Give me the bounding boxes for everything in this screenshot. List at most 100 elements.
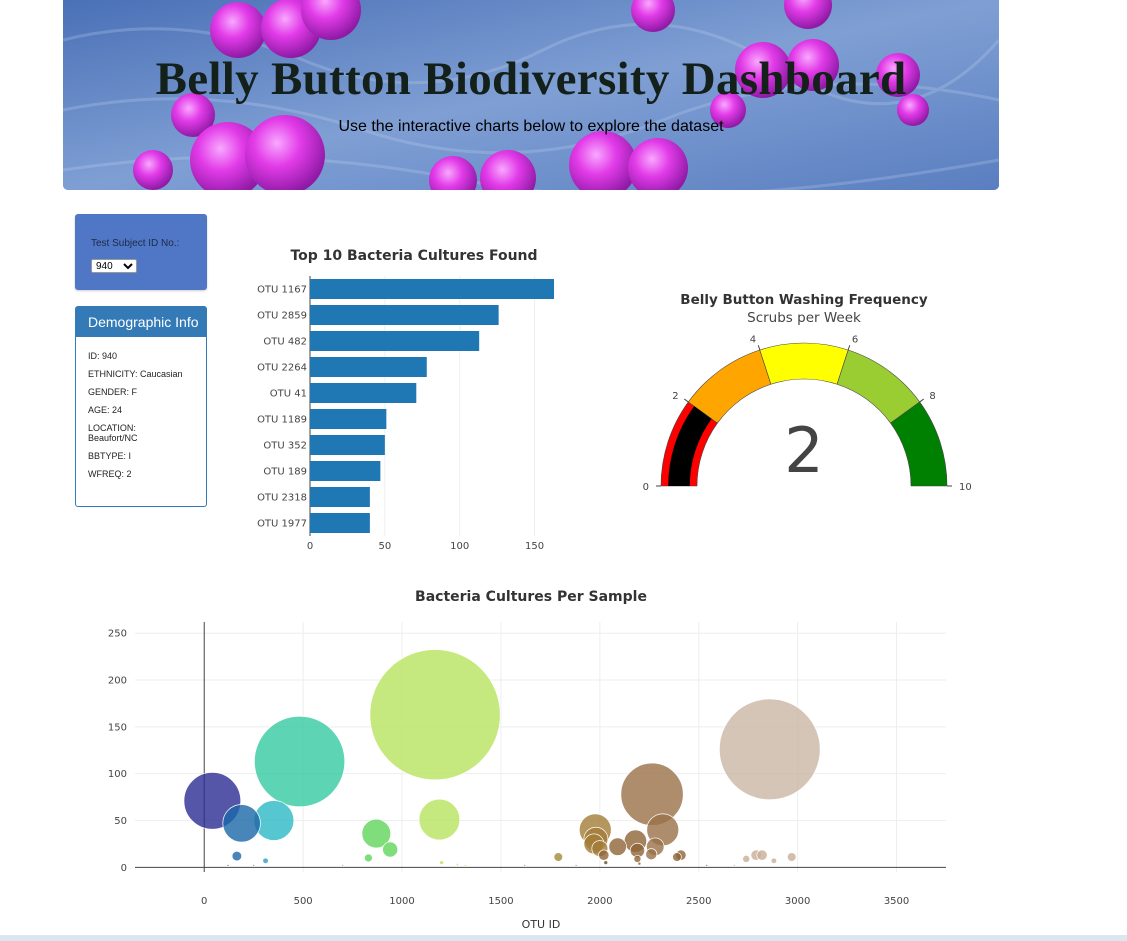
gauge-title: Belly Button Washing Frequency (680, 292, 928, 308)
gauge-tick-label: 10 (959, 482, 972, 493)
bubble-x-tick-label: 1000 (389, 896, 414, 907)
bubble-x-axis-label: OTU ID (522, 918, 561, 931)
bar-mark[interactable] (310, 513, 370, 533)
bar-mark[interactable] (310, 357, 427, 377)
bubble-mark[interactable] (439, 860, 444, 865)
bubble-mark[interactable] (553, 852, 564, 862)
bubble-mark[interactable] (222, 804, 261, 843)
demo-age: AGE: 24 (88, 405, 123, 415)
bubble-mark[interactable] (262, 857, 269, 864)
demographic-info-title: Demographic Info (76, 307, 206, 337)
demo-id: ID: 940 (88, 351, 118, 361)
bubble-mark[interactable] (705, 864, 709, 867)
bubble-mark[interactable] (418, 798, 461, 841)
subject-id-dropdown[interactable]: 940 (91, 259, 137, 273)
bar-y-tick-label: OTU 2318 (257, 493, 307, 504)
bar-y-tick-label: OTU 2264 (257, 363, 307, 374)
bubble-mark[interactable] (463, 864, 467, 867)
bar-y-tick-label: OTU 482 (263, 337, 307, 348)
bar-chart-title: Top 10 Bacteria Cultures Found (290, 248, 537, 264)
gauge-subtitle: Scrubs per Week (747, 310, 861, 326)
bubble-mark[interactable] (574, 864, 578, 867)
bubble-x-tick-label: 3000 (785, 896, 810, 907)
bar-mark[interactable] (310, 409, 387, 429)
bubble-mark[interactable] (382, 841, 399, 858)
bubble-chart-title: Bacteria Cultures Per Sample (415, 589, 647, 605)
bubble-y-tick-label: 150 (108, 722, 127, 733)
demographic-info-panel: Demographic Info ID: 940 ETHNICITY: Cauc… (75, 306, 207, 507)
bar-mark[interactable] (310, 383, 417, 403)
gauge-tick-label: 6 (852, 335, 858, 346)
bubble-chart: Bacteria Cultures Per Sample 0 500 1000 150… (108, 589, 946, 931)
bar-mark[interactable] (310, 305, 499, 325)
bubble-mark[interactable] (226, 864, 230, 867)
bar-mark[interactable] (310, 487, 370, 507)
bubble-mark[interactable] (341, 864, 345, 867)
top10-bar-chart: Top 10 Bacteria Cultures Found OTU 1167 O… (257, 248, 555, 552)
gauge-tick (919, 398, 925, 403)
bubble-mark[interactable] (608, 837, 627, 856)
header-banner: Belly Button Biodiversity Dashboard Use … (63, 0, 999, 190)
bacteria-background-image (63, 0, 999, 190)
bar-y-tick-label: OTU 1167 (257, 285, 307, 296)
bubble-mark[interactable] (620, 762, 684, 826)
bar-mark[interactable] (310, 279, 555, 299)
bar-y-tick-label: OTU 189 (263, 467, 307, 478)
demo-bbtype: BBTYPE: I (88, 451, 132, 461)
bubble-x-tick-label: 2500 (686, 896, 711, 907)
bar-y-tick-label: OTU 1189 (257, 415, 307, 426)
bubble-y-tick-label: 200 (108, 676, 127, 687)
bubble-mark[interactable] (637, 861, 642, 866)
bubble-y-tick-label: 250 (108, 629, 127, 640)
gauge-tick-label: 4 (750, 335, 756, 346)
bar-x-tick-label: 100 (450, 541, 469, 552)
bubble-mark[interactable] (364, 853, 373, 863)
bubble-x-tick-label: 2000 (587, 896, 612, 907)
bubble-mark[interactable] (603, 860, 609, 865)
bubble-x-tick-label: 0 (201, 896, 207, 907)
bubble-mark[interactable] (732, 864, 736, 867)
bubble-mark[interactable] (645, 848, 658, 861)
bubble-mark[interactable] (369, 649, 501, 781)
gauge-tick (847, 345, 851, 351)
bubble-mark[interactable] (672, 852, 682, 862)
bubble-y-tick-label: 0 (121, 863, 127, 874)
bubble-mark[interactable] (231, 850, 243, 862)
bubble-mark[interactable] (719, 698, 821, 801)
bubble-x-tick-label: 500 (294, 896, 313, 907)
washing-frequency-gauge: Belly Button Washing Frequency Scrubs pe… (643, 292, 972, 493)
bar-y-tick-label: OTU 41 (270, 389, 307, 400)
gauge-tick-label: 8 (929, 391, 935, 402)
bar-mark[interactable] (310, 331, 480, 351)
bubble-mark[interactable] (252, 864, 256, 867)
demo-wfreq: WFREQ: 2 (88, 469, 132, 479)
bar-x-tick-label: 150 (525, 541, 544, 552)
bubble-x-tick-label: 1500 (488, 896, 513, 907)
gauge-value: 2 (784, 414, 823, 487)
demo-gender: GENDER: F (88, 387, 138, 397)
bubble-y-tick-label: 100 (108, 769, 127, 780)
bubble-mark[interactable] (254, 715, 346, 808)
gauge-tick (683, 398, 689, 403)
bubble-y-tick-label: 50 (114, 816, 127, 827)
bar-x-tick-label: 0 (307, 541, 313, 552)
bar-mark[interactable] (310, 435, 385, 455)
bubble-mark[interactable] (742, 854, 751, 863)
bubble-mark[interactable] (455, 862, 459, 867)
page-subtitle: Use the interactive charts below to expl… (338, 118, 724, 135)
bar-y-tick-label: OTU 2859 (257, 311, 307, 322)
bar-mark[interactable] (310, 461, 381, 481)
bubble-mark[interactable] (786, 852, 797, 862)
bar-y-tick-label: OTU 352 (263, 441, 307, 452)
bubble-mark[interactable] (361, 818, 392, 849)
demo-location: LOCATION: Beaufort/NC (88, 423, 138, 443)
bubble-x-tick-label: 3500 (884, 896, 909, 907)
gauge-tick-label: 0 (643, 482, 649, 493)
gauge-tick-label: 2 (672, 391, 678, 402)
bubble-mark[interactable] (756, 849, 768, 861)
bubble-mark[interactable] (598, 849, 610, 861)
bar-y-tick-label: OTU 1977 (257, 519, 307, 530)
bubble-mark[interactable] (770, 857, 778, 864)
bubble-mark[interactable] (523, 864, 527, 867)
bubble-mark[interactable] (633, 854, 642, 863)
